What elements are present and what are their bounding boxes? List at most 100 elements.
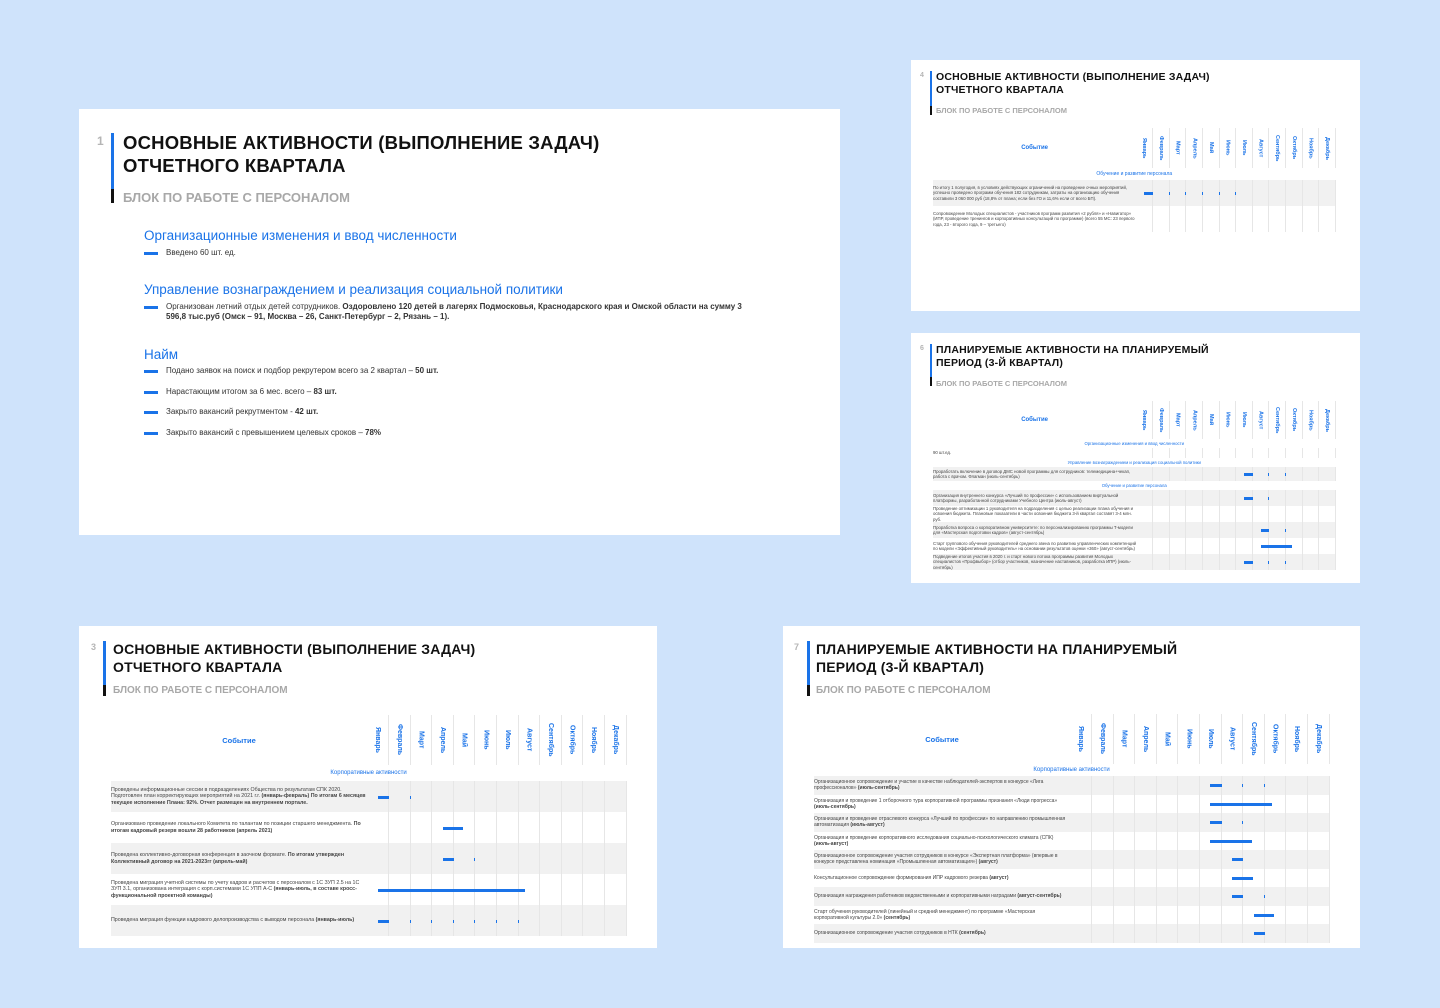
month-label: Октябрь xyxy=(1271,724,1279,754)
event-text-bold: (август) xyxy=(989,874,1009,881)
slide-3[interactable]: 3 Основные активности (выполнение задач)… xyxy=(79,626,657,948)
event-description: Организация и проведение 1 отборочного т… xyxy=(814,795,1070,814)
title-line-2: отчетного квартала xyxy=(936,84,1064,97)
month-label: Октябрь xyxy=(1290,408,1297,432)
month-cell xyxy=(1169,490,1187,506)
month-cell xyxy=(561,843,584,874)
month-cell xyxy=(1221,813,1244,832)
month-cell xyxy=(1242,831,1265,850)
month-cell xyxy=(1113,924,1136,943)
month-label: Ноябрь xyxy=(590,726,598,754)
month-cell xyxy=(1264,887,1287,906)
event-text-bold: (сентябрь) xyxy=(959,930,986,937)
month-cell xyxy=(1070,887,1093,906)
month-cell xyxy=(1252,506,1270,523)
month-header-august: Август xyxy=(1221,714,1244,764)
month-header-july: Июль xyxy=(1235,401,1253,439)
month-cell xyxy=(518,874,541,905)
month-cell xyxy=(1264,776,1287,795)
month-cell xyxy=(1252,206,1270,232)
month-header-april: Апрель xyxy=(1185,128,1204,168)
bullet-text-plain: Организован летний отдых детей сотрудник… xyxy=(166,302,343,311)
month-cell xyxy=(1091,924,1114,943)
month-cell xyxy=(1152,522,1170,539)
event-description: Подведение итогов участия в 2020 г. и ст… xyxy=(933,554,1137,571)
table-row: Старт обучения руководителей (линейный и… xyxy=(814,905,1330,924)
month-header-june: Июнь xyxy=(1219,401,1237,439)
event-description: Консультационное сопровождение формирова… xyxy=(814,869,1070,888)
month-cell xyxy=(1156,924,1179,943)
month-cell xyxy=(1219,506,1237,523)
month-label: Август xyxy=(1228,727,1236,751)
table-row: Организация внутреннего конкурса «Лучший… xyxy=(933,490,1336,506)
month-cell xyxy=(388,781,411,812)
month-cell xyxy=(474,905,498,936)
table-row: По итогу 1 полугодия, в условиях действу… xyxy=(933,180,1336,206)
month-cell xyxy=(539,812,562,843)
month-cell xyxy=(1235,554,1291,571)
month-label: Февраль xyxy=(395,724,403,756)
month-cell xyxy=(1199,924,1222,943)
event-description: Проработка вопроса о корпоративном униве… xyxy=(933,522,1137,539)
slide-7[interactable]: 7 Планируемые активности на планируемый … xyxy=(783,626,1360,948)
month-header-june: Июнь xyxy=(1177,714,1201,764)
month-label: Июль xyxy=(1206,729,1214,749)
month-cell xyxy=(1285,868,1309,887)
slide-title: Планируемые активности на планируемый пе… xyxy=(816,641,1177,676)
title-line-1: Основные активности (выполнение задач) xyxy=(936,71,1210,83)
title-accent-bar xyxy=(807,641,810,691)
month-cell xyxy=(1285,924,1309,943)
month-label: Декабрь xyxy=(1314,724,1322,754)
month-cell xyxy=(1302,522,1320,539)
month-cell xyxy=(1307,924,1330,943)
slide-6[interactable]: 6 Планируемые активности на планируемый … xyxy=(911,333,1360,583)
month-cell xyxy=(1307,868,1330,887)
event-text: Организация внутреннего конкурса «Лучший… xyxy=(933,492,1119,503)
month-cell xyxy=(1235,180,1253,206)
month-label: Август xyxy=(1257,410,1264,430)
month-cell xyxy=(1264,905,1287,924)
group-header: Корпоративные активности xyxy=(1033,767,1110,773)
month-cell xyxy=(1199,813,1252,832)
month-header-february: Февраль xyxy=(1152,401,1170,439)
month-cell xyxy=(1169,522,1187,539)
event-text: Подведение итогов участия в 2020 г. и ст… xyxy=(933,554,1131,570)
month-cell xyxy=(410,905,433,936)
bullet-text-bold: 78% xyxy=(365,428,382,437)
gantt-table: Событие Январь Февраль Март Апрель Май И… xyxy=(111,715,627,936)
month-cell xyxy=(1202,522,1220,539)
event-text-plain: Организационное сопровождение участия со… xyxy=(814,930,960,937)
slide-4[interactable]: 4 Основные активности (выполнение задач)… xyxy=(911,60,1360,311)
slide-title: Основные активности (выполнение задач) о… xyxy=(113,641,475,676)
title-accent-bar xyxy=(930,344,932,380)
month-cell xyxy=(1307,813,1330,832)
month-cell xyxy=(1169,206,1187,232)
month-cell xyxy=(1252,467,1270,481)
month-cell xyxy=(1318,206,1336,232)
month-cell xyxy=(1199,905,1222,924)
month-header-august: Август xyxy=(518,715,541,765)
month-cell xyxy=(1169,448,1187,458)
month-cell xyxy=(1219,180,1237,206)
month-header-september: Сентябрь xyxy=(1268,401,1287,439)
month-label: Март xyxy=(417,731,425,749)
month-label: Ноябрь xyxy=(1307,137,1314,159)
group-header: Корпоративные активности xyxy=(330,770,407,776)
month-cell xyxy=(1152,554,1170,571)
month-cell xyxy=(1113,868,1136,887)
month-header-october: Октябрь xyxy=(561,715,584,765)
table-row: Организация и проведение отраслевого кон… xyxy=(814,813,1330,832)
bullet-text-plain: Нарастающим итогом за 6 мес. всего – xyxy=(166,387,314,396)
event-text-bold: (сентябрь) xyxy=(883,914,911,921)
subtitle-accent-bar xyxy=(930,106,932,115)
month-header-august: Август xyxy=(1252,401,1270,439)
table-row: Организационное сопровождение участия со… xyxy=(814,850,1330,869)
slide-1[interactable]: 1 Основные активности (выполнение задач)… xyxy=(79,109,840,535)
month-cell xyxy=(1268,506,1287,523)
event-text-bold: (июль-сентябрь) xyxy=(814,803,856,810)
month-cell xyxy=(1264,868,1287,887)
table-row: Проработать включение в договор ДМС ново… xyxy=(933,467,1336,481)
month-cell xyxy=(1318,467,1336,481)
month-cell xyxy=(1285,180,1303,206)
bullet-item: Организован летний отдых детей сотрудник… xyxy=(144,302,744,323)
